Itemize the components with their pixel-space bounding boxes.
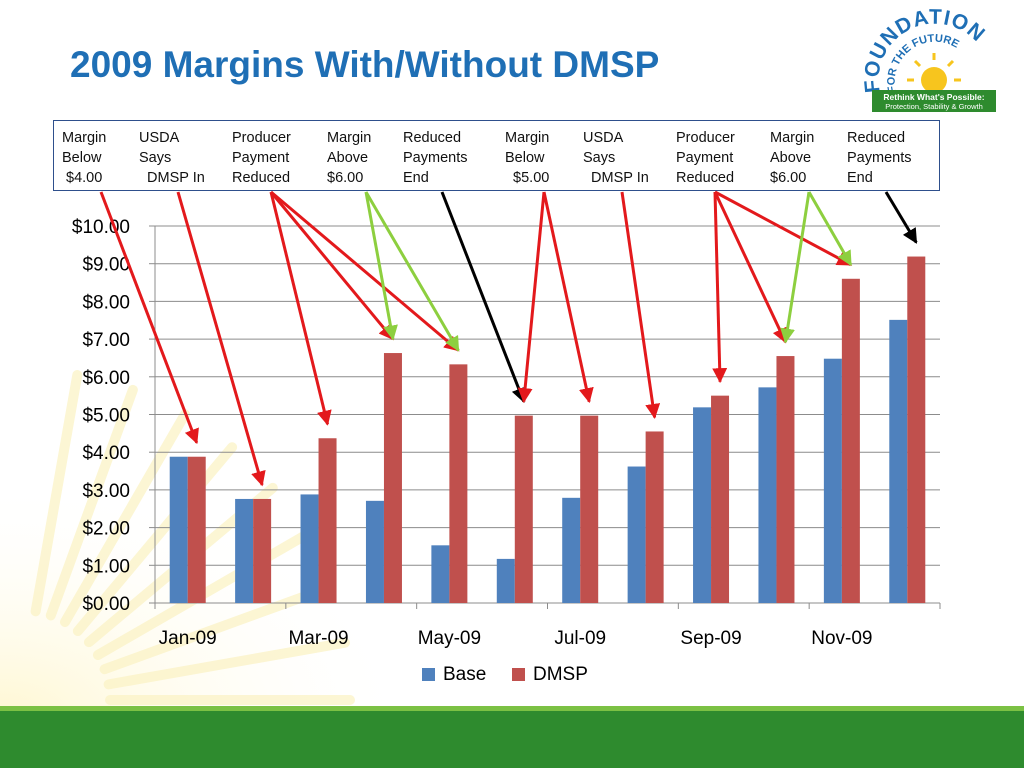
x-tick-label: Nov-09 (811, 628, 872, 649)
annotation-label: Producer Payment Reduced (676, 130, 735, 186)
bar-dmsp (187, 456, 206, 603)
annotation-arrow (807, 191, 853, 267)
annotation-arrow (884, 191, 918, 244)
slide-title: 2009 Margins With/Without DMSP (70, 44, 660, 85)
x-tick-label: Jan-09 (159, 628, 217, 649)
bar-dmsp (449, 364, 468, 603)
y-tick-label: $1.00 (82, 556, 130, 577)
annotation-arrow (176, 191, 266, 487)
footer-band (0, 711, 1024, 768)
bar-base (823, 358, 842, 603)
bar-base (627, 466, 646, 603)
bar-dmsp (514, 415, 533, 603)
svg-text:Protection, Stability & Growth: Protection, Stability & Growth (885, 102, 983, 111)
y-tick-label: $4.00 (82, 443, 130, 464)
y-tick-label: $7.00 (82, 330, 130, 351)
x-tick-label: Mar-09 (288, 628, 348, 649)
bar-dmsp (318, 438, 337, 603)
bar-base (693, 407, 712, 603)
annotation-arrow (99, 191, 199, 445)
sun-ray (103, 637, 350, 690)
annotation-arrow (270, 190, 460, 352)
y-tick-label: $6.00 (82, 368, 130, 389)
bar-base (365, 500, 384, 603)
bar-dmsp (841, 278, 860, 603)
sun-ray (60, 409, 190, 628)
bar-base (431, 545, 450, 603)
bar-dmsp (907, 256, 926, 603)
annotation-arrow (780, 191, 811, 344)
bar-base (496, 558, 515, 603)
annotation-label: Margin Below $4.00 (62, 130, 107, 186)
x-tick-label: Sep-09 (680, 628, 741, 649)
bar-dmsp (580, 415, 599, 603)
annotation-arrow (440, 191, 526, 404)
annotation-arrow (269, 191, 395, 341)
sun-icon (907, 53, 961, 93)
annotation-arrow (713, 191, 787, 344)
annotation-label: Margin Above $6.00 (770, 130, 815, 186)
sun-ray (30, 370, 83, 617)
legend-swatch-dmsp (512, 668, 525, 681)
annotation-arrow (364, 191, 398, 341)
bar-dmsp (776, 356, 795, 603)
bar-base (235, 498, 254, 603)
annotation-arrow (269, 191, 332, 426)
bar-base (889, 319, 908, 603)
y-tick-label: $0.00 (82, 594, 130, 615)
foundation-logo: FOUNDATION FOR THE FUTURE Rethink What's… (862, 8, 996, 112)
legend-label-dmsp: DMSP (533, 664, 588, 685)
y-tick-label: $2.00 (82, 519, 130, 540)
x-tick-label: Jul-09 (554, 628, 606, 649)
annotation-arrow (542, 191, 594, 404)
y-tick-label: $3.00 (82, 481, 130, 502)
annotation-label: USDA Says DMSP In (139, 130, 205, 186)
y-tick-label: $10.00 (72, 217, 130, 238)
annotation-label: Reduced Payments End (847, 130, 912, 186)
bar-dmsp (253, 498, 272, 603)
annotation-label: Reduced Payments End (403, 130, 468, 186)
annotation-arrow (714, 190, 853, 267)
legend-swatch-base (422, 668, 435, 681)
bar-dmsp (711, 395, 730, 603)
annotation-arrow (364, 191, 460, 352)
annotation-box: Margin Below $4.00 USDA Says DMSP In Produ… (53, 120, 940, 191)
bar-base (562, 497, 581, 603)
footer-accent-line (0, 706, 1024, 711)
y-tick-label: $5.00 (82, 406, 130, 427)
annotation-arrow (517, 191, 546, 404)
annotation-label: Margin Above $6.00 (327, 130, 372, 186)
annotation-arrow (712, 191, 728, 384)
bar-base (300, 494, 319, 603)
bar-dmsp (383, 353, 402, 603)
annotation-label: Producer Payment Reduced (232, 130, 291, 186)
bar-base (169, 456, 188, 603)
bar-base (758, 387, 777, 603)
y-tick-label: $9.00 (82, 255, 130, 276)
sun-ray (99, 582, 336, 675)
sun-ray (45, 384, 138, 621)
svg-text:Rethink What's Possible:: Rethink What's Possible: (883, 92, 984, 102)
bar-dmsp (645, 431, 664, 603)
legend-label-base: Base (443, 664, 486, 685)
y-tick-label: $8.00 (82, 292, 130, 313)
x-tick-label: May-09 (418, 628, 481, 649)
annotation-label: USDA Says DMSP In (583, 130, 649, 186)
annotation-arrow (620, 191, 661, 419)
annotation-label: Margin Below $5.00 (505, 130, 550, 186)
